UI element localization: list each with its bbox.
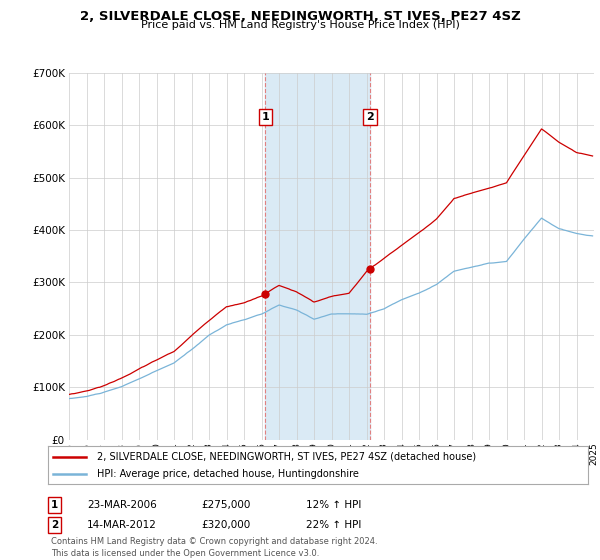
Text: 12% ↑ HPI: 12% ↑ HPI [306, 500, 361, 510]
Text: 2, SILVERDALE CLOSE, NEEDINGWORTH, ST IVES, PE27 4SZ (detached house): 2, SILVERDALE CLOSE, NEEDINGWORTH, ST IV… [97, 451, 476, 461]
Bar [265, 73, 370, 440]
Text: Contains HM Land Registry data © Crown copyright and database right 2024.
This d: Contains HM Land Registry data © Crown c… [51, 537, 377, 558]
Text: 2: 2 [51, 520, 58, 530]
Text: 23-MAR-2006: 23-MAR-2006 [87, 500, 157, 510]
Text: 1: 1 [262, 112, 269, 122]
Text: 14-MAR-2012: 14-MAR-2012 [87, 520, 157, 530]
Text: £320,000: £320,000 [201, 520, 250, 530]
Text: 2: 2 [366, 112, 374, 122]
Text: £275,000: £275,000 [201, 500, 250, 510]
Text: Price paid vs. HM Land Registry's House Price Index (HPI): Price paid vs. HM Land Registry's House … [140, 20, 460, 30]
Text: HPI: Average price, detached house, Huntingdonshire: HPI: Average price, detached house, Hunt… [97, 469, 358, 479]
Text: 2, SILVERDALE CLOSE, NEEDINGWORTH, ST IVES, PE27 4SZ: 2, SILVERDALE CLOSE, NEEDINGWORTH, ST IV… [80, 10, 520, 22]
Text: 1: 1 [51, 500, 58, 510]
Text: 22% ↑ HPI: 22% ↑ HPI [306, 520, 361, 530]
